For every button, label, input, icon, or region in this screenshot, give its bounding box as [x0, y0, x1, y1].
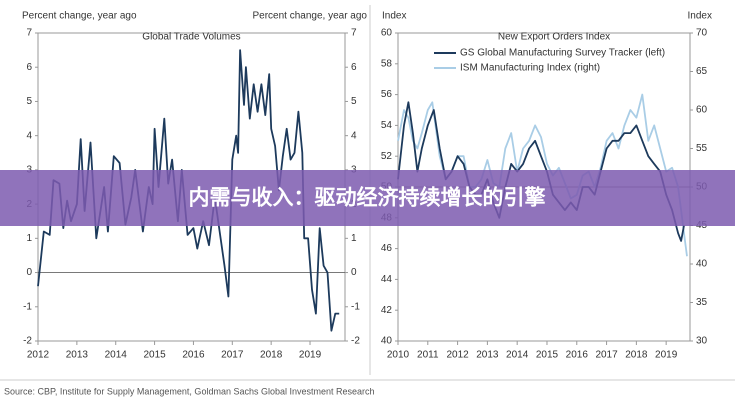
y2-tick-label: 60 — [696, 105, 708, 116]
y-tick-label: 1 — [26, 233, 32, 244]
y-tick-label: 40 — [381, 336, 393, 347]
x-tick-label: 2017 — [595, 350, 618, 361]
y-tick-label: 4 — [26, 130, 32, 141]
y-tick-label: 42 — [381, 305, 393, 316]
x-tick-label: 2013 — [66, 350, 89, 361]
x-tick-label: 2015 — [536, 350, 559, 361]
legend-label: GS Global Manufacturing Survey Tracker (… — [460, 48, 665, 59]
x-tick-label: 2015 — [143, 350, 166, 361]
source: Source: CBP, Institute for Supply Manage… — [4, 386, 375, 396]
y2-tick-label: -1 — [351, 301, 360, 312]
x-tick-label: 2012 — [27, 350, 50, 361]
y2-tick-label: 55 — [696, 143, 708, 154]
y-tick-label: 7 — [26, 28, 32, 39]
y2-tick-label: 35 — [696, 297, 708, 308]
series-line — [397, 101, 685, 242]
x-tick-label: 2016 — [182, 350, 205, 361]
y-tick-label: 54 — [381, 120, 393, 131]
x-tick-label: 2011 — [417, 350, 439, 361]
x-tick-label: 2019 — [655, 350, 678, 361]
y-tick-label: 58 — [381, 58, 393, 69]
x-tick-label: 2010 — [387, 350, 410, 361]
y2-tick-label: 0 — [351, 267, 357, 278]
y2-tick-label: 5 — [351, 96, 357, 107]
y2-tick-label: 70 — [696, 28, 708, 39]
y-tick-label: 60 — [381, 28, 393, 39]
y2-tick-label: 40 — [696, 259, 708, 270]
legend-label: ISM Manufacturing Index (right) — [460, 63, 600, 74]
banner-band — [0, 170, 735, 226]
y-tick-label: 46 — [381, 243, 393, 254]
x-tick-label: 2018 — [625, 350, 648, 361]
y-tick-label: 52 — [381, 151, 393, 162]
y-tick-label: 5 — [26, 96, 32, 107]
y-tick-label: 6 — [26, 62, 32, 73]
chart-title: New Export Orders Index — [498, 32, 610, 43]
y-tick-label: -1 — [23, 301, 32, 312]
y2-tick-label: 1 — [351, 233, 357, 244]
x-tick-label: 2013 — [476, 350, 499, 361]
x-tick-label: 2012 — [446, 350, 469, 361]
y-tick-label: -2 — [23, 336, 32, 347]
y-tick-label: 56 — [381, 89, 393, 100]
y2-tick-label: 4 — [351, 130, 357, 141]
y-axis-label: Index — [382, 11, 406, 22]
y2-tick-label: 6 — [351, 62, 357, 73]
y2-tick-label: 30 — [696, 336, 708, 347]
x-tick-label: 2019 — [299, 350, 322, 361]
x-tick-label: 2017 — [221, 350, 244, 361]
y-tick-label: 44 — [381, 274, 393, 285]
x-tick-label: 2018 — [260, 350, 283, 361]
y-axis-label: Percent change, year ago — [22, 11, 137, 22]
chart-title: Global Trade Volumes — [142, 32, 240, 43]
y2-axis-label: Index — [688, 11, 712, 22]
x-tick-label: 2014 — [105, 350, 128, 361]
y2-tick-label: 7 — [351, 28, 357, 39]
y2-axis-label: Percent change, year ago — [252, 11, 367, 22]
y-tick-label: 0 — [26, 267, 32, 278]
banner-text: 内需与收入：驱动经济持续增长的引擎 — [189, 186, 546, 210]
y2-tick-label: -2 — [351, 336, 360, 347]
y2-tick-label: 65 — [696, 66, 708, 77]
x-tick-label: 2014 — [506, 350, 529, 361]
x-tick-label: 2016 — [566, 350, 589, 361]
